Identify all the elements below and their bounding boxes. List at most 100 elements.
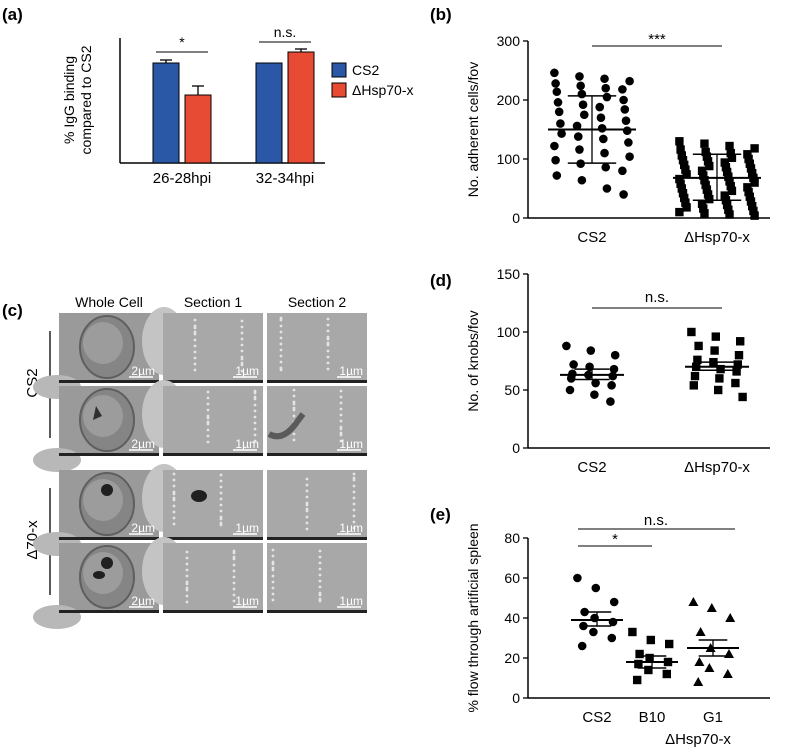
b-data-point: [553, 98, 563, 107]
b-data-point: [748, 168, 757, 178]
sem-knob: [318, 599, 322, 603]
b-data-point: [677, 151, 686, 160]
sem-knob: [305, 477, 309, 481]
b-data-point: [701, 147, 710, 157]
sem-knob: [318, 593, 322, 597]
d-data-point: [590, 390, 599, 399]
sem-knob: [219, 523, 223, 527]
b-data-point: [746, 197, 756, 206]
sem-knob: [339, 425, 343, 429]
sem-cell-surface: [83, 479, 123, 521]
sem-knob: [206, 390, 210, 394]
b-data-point: [681, 165, 690, 174]
a-bar: [287, 51, 315, 164]
sem-knob: [352, 514, 356, 518]
b-data-point: [552, 87, 562, 97]
sem-knob: [219, 521, 223, 525]
b-data-point: [575, 72, 584, 81]
sem-knob: [206, 440, 210, 444]
sem-knob: [193, 344, 197, 348]
d-data-point: [562, 341, 571, 351]
sem-image-background: [163, 313, 263, 383]
sem-image: 2µm: [33, 537, 186, 629]
sem-image: 1µm: [163, 543, 263, 613]
sem-knob: [253, 395, 257, 399]
d-data-point: [689, 381, 698, 390]
sem-knob: [232, 557, 236, 561]
b-data-point: [601, 162, 611, 172]
sem-knob: [219, 503, 223, 507]
sem-cell-surface: [83, 322, 123, 364]
e-y-tick-label: 60: [504, 570, 520, 586]
b-data-point: [697, 166, 707, 175]
sem-knob: [352, 472, 356, 476]
b-data-point: [577, 175, 587, 185]
d-data-point: [693, 355, 702, 365]
sem-image-background: [267, 386, 367, 456]
sem-knob: [185, 594, 189, 598]
sem-knob: [339, 439, 343, 443]
e-significance-label: *: [612, 531, 618, 548]
sem-knob: [219, 485, 223, 489]
sem-scale-label: 1µm: [339, 364, 363, 378]
sem-image-background: [163, 470, 263, 540]
sem-knob: [318, 555, 322, 559]
b-data-point: [750, 178, 759, 187]
d-data-point: [608, 371, 618, 381]
sem-knob: [240, 337, 244, 341]
e-data-point: [646, 635, 655, 645]
b-data-point: [557, 129, 566, 138]
sem-knob: [185, 588, 189, 592]
e-data-point: [644, 665, 653, 675]
sem-knob: [271, 592, 275, 596]
sem-info-strip: [163, 380, 263, 383]
b-data-point: [577, 89, 587, 99]
sem-cell-fold: [267, 412, 306, 440]
sem-info-strip: [267, 537, 367, 540]
e-y-tick-label: 80: [504, 530, 520, 546]
a-bar: [152, 62, 180, 164]
d-data-point: [610, 350, 620, 360]
sem-knob: [318, 597, 322, 601]
b-data-point: [680, 193, 689, 203]
d-data-point: [606, 397, 615, 406]
sem-knob: [326, 367, 330, 371]
sem-knob: [193, 368, 197, 372]
b-data-point: [725, 141, 734, 151]
sem-knob: [240, 369, 244, 373]
sem-knob: [172, 498, 176, 502]
sem-knob: [193, 324, 197, 328]
e-data-point: [693, 677, 704, 686]
b-data-point: [745, 159, 754, 168]
sem-cell-pit: [101, 557, 113, 569]
sem-knob: [193, 330, 197, 334]
sem-knob: [305, 515, 309, 519]
b-data-point: [703, 190, 713, 199]
d-data-point: [569, 360, 578, 369]
a-bar: [255, 62, 283, 164]
b-data-point: [744, 154, 753, 164]
e-data-point: [695, 627, 706, 636]
e-data-point: [706, 603, 717, 612]
sem-knob: [279, 366, 283, 370]
b-data-point: [621, 116, 631, 125]
sem-knob: [172, 496, 176, 500]
sem-knob: [279, 342, 283, 346]
sem-knob: [326, 323, 330, 327]
b-data-point: [619, 190, 628, 199]
d-y-axis-label: No. of knobs/fov: [465, 310, 481, 411]
e-data-point: [633, 675, 642, 685]
panel-label-d: (d): [430, 271, 452, 290]
b-data-point: [726, 148, 735, 158]
sem-knob: [253, 439, 257, 443]
d-data-point: [731, 378, 740, 388]
sem-knob: [292, 400, 296, 404]
b-data-point: [725, 210, 734, 219]
sem-cell-pit: [101, 484, 113, 496]
sem-knob: [279, 316, 283, 320]
b-data-point: [720, 158, 729, 167]
sem-knob: [206, 420, 210, 424]
b-data-point: [552, 171, 562, 180]
sem-knob: [352, 490, 356, 494]
sem-column-header: Section 2: [288, 294, 347, 310]
